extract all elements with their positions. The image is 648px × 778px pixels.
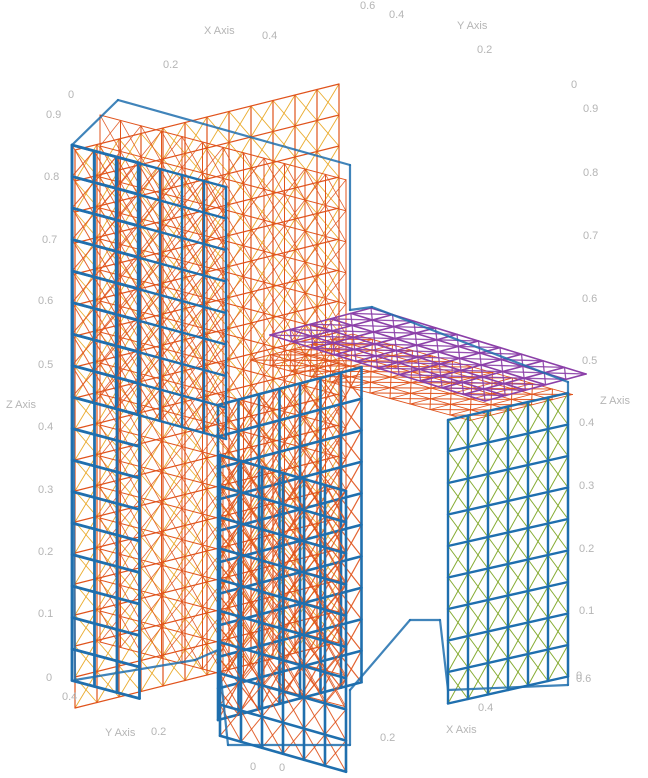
z-tick-right: 0.1: [579, 605, 595, 617]
chair-outline-segment: [216, 648, 230, 747]
chair-outline-segment: [70, 98, 120, 147]
z-tick-left: 0.7: [42, 234, 58, 246]
z-tick-left: 0.9: [46, 109, 62, 121]
seat-top-lattice: [269, 307, 587, 402]
top-tick: 0.6: [360, 0, 376, 12]
y-axis-title-bottom: Y Axis: [105, 727, 136, 739]
chair-outline-segment: [370, 305, 570, 384]
z-tick-left: 0.6: [38, 295, 54, 307]
chair-outline-segment: [446, 683, 570, 692]
bottom-tick: 0.2: [151, 726, 167, 738]
bottom-tick: 0.4: [478, 702, 494, 714]
top-tick: 0.2: [477, 44, 493, 56]
top-tick: 0: [571, 79, 578, 91]
bottom-tick: 0.2: [380, 732, 396, 744]
x-axis-title-top: X Axis: [204, 25, 235, 37]
top-tick: 0: [68, 89, 75, 101]
z-tick-right: 0.3: [579, 480, 595, 492]
z-axis-title-right: Z Axis: [600, 395, 630, 407]
z-tick-left: 0: [46, 672, 53, 684]
chair-outline-segment: [193, 648, 220, 662]
chair-outline-segment: [116, 98, 352, 167]
z-tick-right: 0.8: [583, 167, 599, 179]
z-tick-left: 0.3: [38, 484, 54, 496]
top-tick: 0.4: [389, 9, 405, 21]
chair-outline-segment: [348, 305, 374, 312]
z-tick-right: 0.4: [579, 417, 595, 429]
chair-outline-segment: [348, 618, 412, 692]
chair-outline-segment: [438, 618, 450, 692]
bottom-tick: 0.4: [62, 691, 78, 703]
bottom-tick: 0: [279, 762, 286, 774]
z-tick-right: 0: [576, 670, 583, 682]
chair-outline-segment: [73, 658, 197, 682]
top-tick: 0.2: [163, 59, 179, 71]
right-leg-lattice: [446, 391, 570, 705]
y-axis-title-top: Y Axis: [457, 20, 488, 32]
z-tick-left: 0.4: [38, 421, 54, 433]
z-tick-left: 0.2: [38, 546, 54, 558]
z-tick-right: 0.9: [583, 103, 599, 115]
z-axis-title-left: Z Axis: [6, 399, 36, 411]
z-tick-right: 0.7: [583, 230, 599, 242]
z-tick-right: 0.6: [582, 293, 598, 305]
z-tick-left: 0.5: [38, 359, 54, 371]
bottom-tick: 0.6: [576, 673, 592, 685]
z-tick-right: 0.2: [579, 543, 595, 555]
z-tick-left: 0.8: [44, 171, 60, 183]
chair-outline-segment: [70, 143, 77, 682]
z-tick-right: 0.5: [582, 355, 598, 367]
front-leg-lattice: [218, 453, 348, 774]
top-tick: 0.4: [262, 30, 278, 42]
x-axis-title-bottom: X Axis: [446, 724, 477, 736]
z-tick-left: 0.1: [38, 608, 54, 620]
bottom-tick: 0: [250, 761, 257, 773]
